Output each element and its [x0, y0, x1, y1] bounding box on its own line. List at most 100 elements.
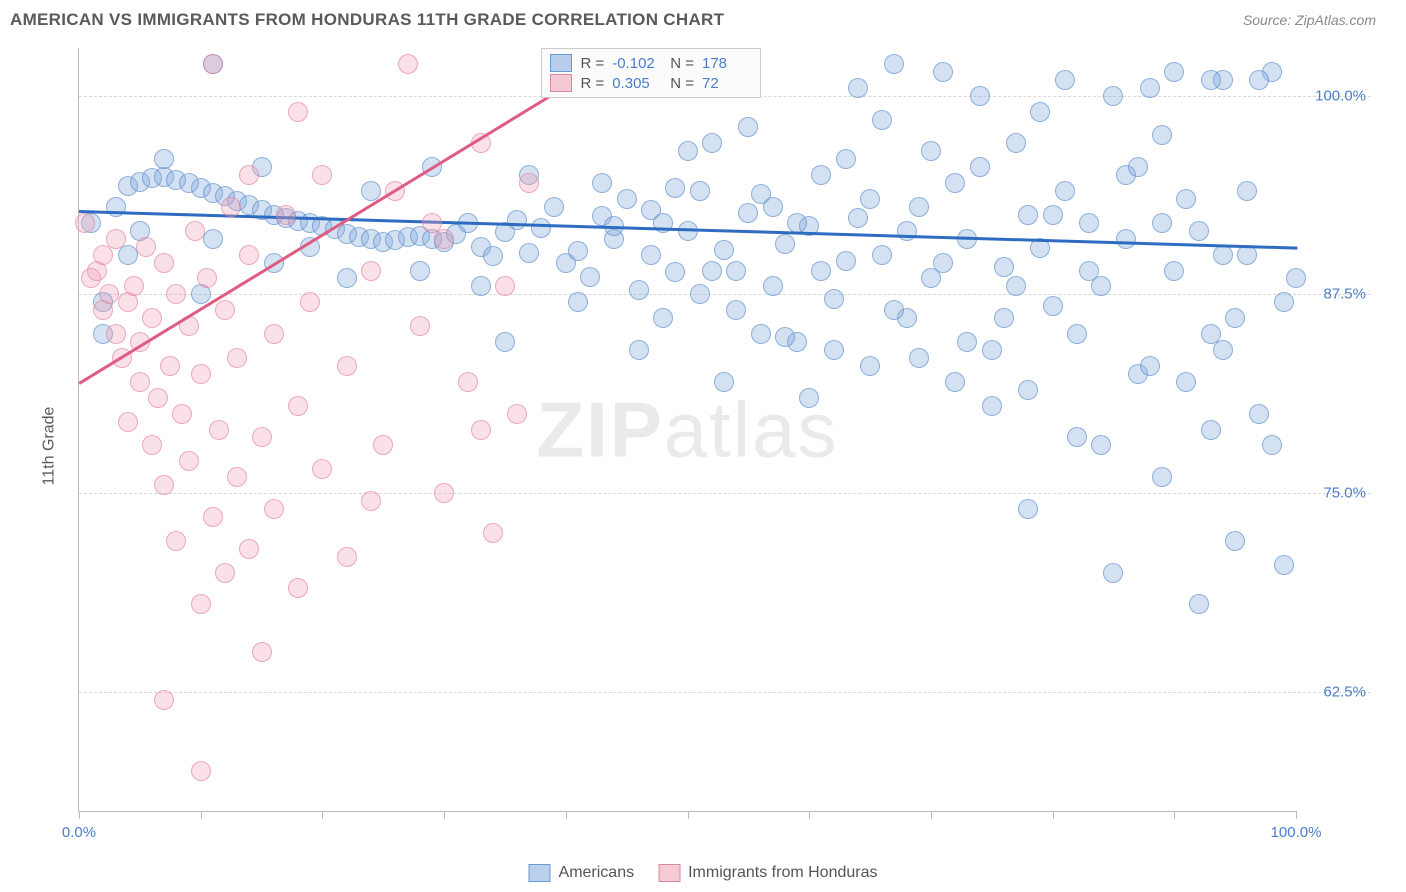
scatter-point — [580, 267, 600, 287]
r-value-americans: -0.102 — [612, 55, 662, 72]
trend-line — [78, 48, 627, 384]
scatter-point — [909, 348, 929, 368]
scatter-point — [458, 372, 478, 392]
scatter-point — [872, 245, 892, 265]
xtick-label: 0.0% — [62, 824, 96, 841]
scatter-point — [166, 531, 186, 551]
ytick-label: 100.0% — [1315, 87, 1366, 104]
scatter-point — [1140, 356, 1160, 376]
scatter-point — [1249, 404, 1269, 424]
scatter-point — [148, 388, 168, 408]
scatter-point — [276, 205, 296, 225]
scatter-point — [1274, 292, 1294, 312]
scatter-point — [994, 257, 1014, 277]
xtick — [1174, 811, 1175, 819]
bottom-legend: Americans Immigrants from Honduras — [529, 864, 878, 882]
scatter-point — [629, 280, 649, 300]
scatter-point — [848, 78, 868, 98]
scatter-point — [1103, 86, 1123, 106]
ytick-label: 87.5% — [1323, 286, 1366, 303]
scatter-point — [799, 388, 819, 408]
scatter-point — [1262, 435, 1282, 455]
scatter-point — [763, 197, 783, 217]
legend-label-americans: Americans — [559, 864, 635, 882]
scatter-point — [824, 340, 844, 360]
scatter-point — [872, 110, 892, 130]
scatter-point — [1043, 205, 1063, 225]
xtick — [201, 811, 202, 819]
scatter-point — [154, 149, 174, 169]
scatter-point — [775, 327, 795, 347]
stats-row-honduras: R = 0.305 N = 72 — [550, 73, 752, 93]
scatter-point — [264, 324, 284, 344]
scatter-point — [154, 690, 174, 710]
scatter-point — [1225, 531, 1245, 551]
scatter-point — [860, 189, 880, 209]
scatter-point — [312, 459, 332, 479]
scatter-point — [933, 62, 953, 82]
scatter-point — [118, 245, 138, 265]
scatter-point — [1189, 594, 1209, 614]
scatter-point — [1152, 467, 1172, 487]
scatter-point — [1176, 189, 1196, 209]
scatter-point — [495, 332, 515, 352]
scatter-point — [1152, 125, 1172, 145]
scatter-point — [1103, 563, 1123, 583]
scatter-point — [160, 356, 180, 376]
scatter-point — [1067, 324, 1087, 344]
scatter-point — [848, 208, 868, 228]
scatter-point — [824, 289, 844, 309]
scatter-point — [665, 178, 685, 198]
scatter-point — [568, 292, 588, 312]
scatter-point — [337, 547, 357, 567]
scatter-point — [288, 578, 308, 598]
scatter-point — [373, 435, 393, 455]
scatter-point — [1286, 268, 1306, 288]
scatter-point — [519, 243, 539, 263]
scatter-point — [142, 308, 162, 328]
scatter-point — [1091, 435, 1111, 455]
scatter-point — [361, 491, 381, 511]
scatter-point — [884, 54, 904, 74]
scatter-point — [1055, 181, 1075, 201]
r-value-honduras: 0.305 — [612, 75, 662, 92]
scatter-point — [836, 149, 856, 169]
scatter-point — [702, 133, 722, 153]
scatter-point — [239, 165, 259, 185]
scatter-point — [1237, 181, 1257, 201]
scatter-point — [172, 404, 192, 424]
xtick — [1296, 811, 1297, 819]
plot-area: ZIPatlas R = -0.102 N = 178 R = 0.305 N … — [78, 48, 1296, 812]
gridline — [79, 692, 1371, 693]
scatter-point — [1128, 157, 1148, 177]
scatter-point — [203, 54, 223, 74]
xtick — [688, 811, 689, 819]
chart-title: AMERICAN VS IMMIGRANTS FROM HONDURAS 11T… — [10, 10, 724, 30]
n-label: N = — [670, 55, 694, 72]
scatter-point — [209, 420, 229, 440]
scatter-point — [361, 261, 381, 281]
scatter-point — [507, 210, 527, 230]
xtick — [809, 811, 810, 819]
scatter-point — [690, 181, 710, 201]
scatter-point — [191, 761, 211, 781]
scatter-point — [751, 324, 771, 344]
source-label: Source: ZipAtlas.com — [1243, 12, 1376, 28]
scatter-point — [1043, 296, 1063, 316]
scatter-point — [288, 102, 308, 122]
scatter-point — [787, 213, 807, 233]
scatter-point — [215, 563, 235, 583]
chart-container: ZIPatlas R = -0.102 N = 178 R = 0.305 N … — [48, 48, 1376, 842]
scatter-point — [203, 507, 223, 527]
scatter-point — [690, 284, 710, 304]
scatter-point — [1030, 102, 1050, 122]
scatter-point — [410, 261, 430, 281]
scatter-point — [1116, 229, 1136, 249]
scatter-point — [1006, 276, 1026, 296]
scatter-point — [99, 284, 119, 304]
scatter-point — [106, 197, 126, 217]
scatter-point — [909, 197, 929, 217]
scatter-point — [726, 261, 746, 281]
ytick-label: 75.0% — [1323, 485, 1366, 502]
scatter-point — [300, 292, 320, 312]
